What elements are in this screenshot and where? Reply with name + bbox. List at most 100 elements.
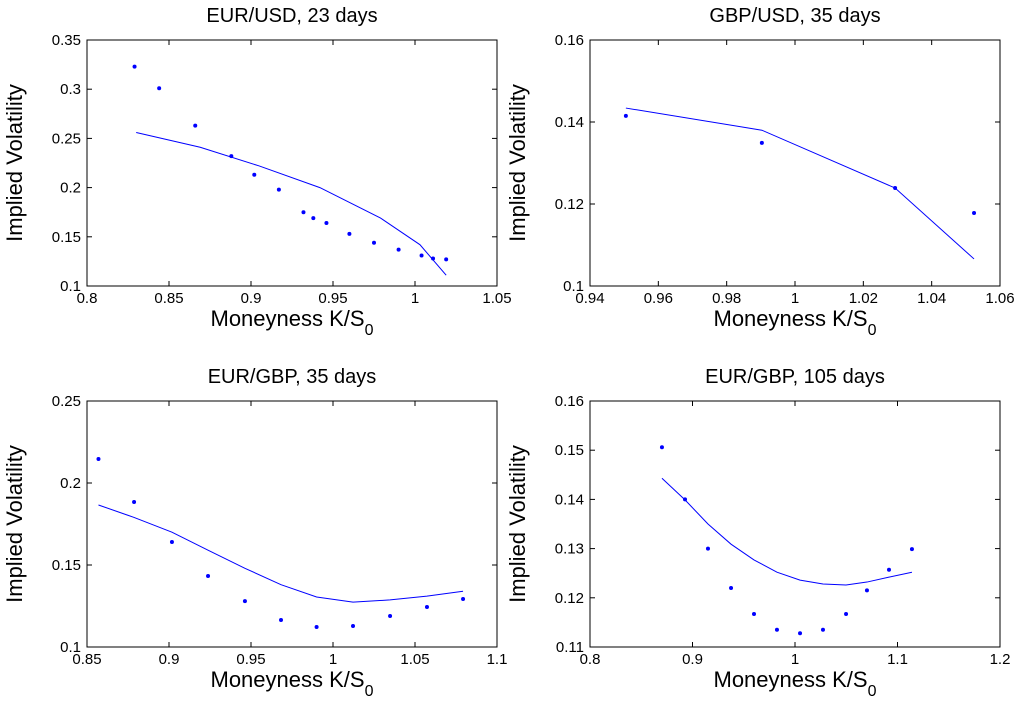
- data-point: [132, 64, 137, 69]
- model-line: [136, 132, 447, 276]
- x-axis-label: Moneyness K/S0: [714, 306, 877, 339]
- y-tick-label: 0.1: [60, 639, 81, 656]
- y-tick-label: 0.3: [60, 81, 81, 98]
- y-tick-label: 0.15: [52, 557, 81, 574]
- chart-title: EUR/GBP, 35 days: [208, 366, 377, 388]
- y-tick-label: 0.25: [52, 130, 81, 147]
- x-tick-label: 0.9: [241, 290, 262, 307]
- y-tick-label: 0.16: [555, 32, 584, 49]
- data-point: [705, 546, 710, 551]
- data-point: [96, 457, 101, 462]
- y-tick-label: 0.11: [556, 639, 584, 656]
- data-point: [396, 247, 401, 252]
- x-axis-label-text: Moneyness K/S: [211, 667, 365, 692]
- data-point: [351, 624, 356, 629]
- chart-title: EUR/GBP, 105 days: [705, 366, 885, 388]
- data-point: [419, 253, 424, 258]
- x-tick-label: 1.1: [887, 651, 908, 668]
- x-tick-label: 1: [411, 290, 419, 307]
- subplot: GBP/USD, 35 days 0.94 0.96 0.98 1 1.02 1.04 1.0…: [505, 5, 1015, 339]
- x-tick-label: 1.1: [487, 651, 508, 668]
- data-point: [372, 240, 376, 245]
- data-point: [169, 540, 174, 545]
- data-point: [157, 86, 162, 91]
- data-point: [314, 624, 319, 629]
- x-tick-label: 0.9: [159, 651, 180, 668]
- subplot: EUR/GBP, 105 days 0.8 0.9 1 1.1 1.2 0.11 0.12 0.…: [505, 366, 1010, 700]
- x-tick-label: 1.05: [400, 651, 429, 668]
- x-tick-label: 1.04: [917, 290, 946, 307]
- y-axis-label: Implied Volatility: [505, 84, 530, 242]
- x-tick-label: 0.8: [77, 290, 98, 307]
- x-tick-label: 0.85: [154, 290, 183, 307]
- data-point: [729, 585, 734, 590]
- y-tick-label: 0.13: [555, 541, 584, 558]
- y-tick-label: 0.16: [555, 393, 584, 410]
- x-tick-label: 1.2: [990, 651, 1011, 668]
- plot-area: [589, 39, 1001, 287]
- plot-area: [86, 39, 498, 287]
- data-point: [347, 231, 352, 236]
- x-tick-label: 1.06: [985, 290, 1014, 307]
- data-point: [461, 596, 466, 601]
- chart-title: GBP/USD, 35 days: [709, 5, 880, 27]
- x-axis-label-subscript: 0: [365, 322, 374, 339]
- data-point: [424, 604, 429, 609]
- x-tick-label: 1: [791, 290, 799, 307]
- y-tick-label: 0.2: [60, 475, 81, 492]
- data-point: [623, 113, 628, 118]
- x-tick-label: 0.95: [318, 290, 347, 307]
- y-tick-label: 0.1: [60, 278, 81, 295]
- plot-area: [86, 400, 498, 648]
- x-axis-label-text: Moneyness K/S: [211, 306, 365, 331]
- y-axis-label: Implied Volatility: [2, 84, 27, 242]
- model-line: [661, 477, 913, 586]
- data-point: [886, 567, 891, 572]
- data-point: [972, 211, 977, 216]
- data-point: [444, 257, 449, 262]
- data-point: [752, 612, 756, 617]
- data-point: [279, 617, 284, 622]
- x-tick-label: 0.96: [644, 290, 673, 307]
- model-line: [625, 107, 975, 260]
- data-point: [388, 614, 393, 619]
- y-tick-label: 0.35: [52, 32, 81, 49]
- x-axis-label-subscript: 0: [868, 322, 877, 339]
- subplot: EUR/GBP, 35 days 0.85 0.9 0.95 1 1.05 1.1 0.1 0.…: [2, 366, 507, 700]
- x-axis-label: Moneyness K/S0: [714, 667, 877, 700]
- x-axis-label: Moneyness K/S0: [211, 667, 374, 700]
- data-point: [132, 500, 137, 505]
- x-axis-label-subscript: 0: [365, 683, 374, 700]
- y-tick-label: 0.25: [52, 393, 81, 410]
- data-point: [820, 627, 825, 632]
- x-tick-label: 0.8: [580, 651, 601, 668]
- data-point: [864, 588, 869, 593]
- data-point: [324, 221, 329, 226]
- x-axis-label: Moneyness K/S0: [211, 306, 374, 339]
- data-point: [193, 123, 198, 128]
- data-point: [844, 612, 849, 617]
- data-point: [759, 140, 764, 145]
- data-point: [311, 216, 316, 221]
- x-tick-label: 0.85: [72, 651, 101, 668]
- x-tick-label: 1.02: [849, 290, 878, 307]
- y-tick-label: 0.1: [563, 278, 584, 295]
- data-point: [798, 631, 803, 636]
- x-tick-label: 1: [329, 651, 337, 668]
- y-tick-label: 0.12: [555, 590, 584, 607]
- data-point: [909, 547, 914, 552]
- x-tick-label: 1.05: [482, 290, 511, 307]
- plot-area: [589, 400, 1001, 648]
- x-tick-label: 0.98: [712, 290, 741, 307]
- chart-title: EUR/USD, 23 days: [206, 5, 377, 27]
- subplot: EUR/USD, 23 days 0.8 0.85 0.9 0.95 1 1.05 0.1 0.…: [2, 5, 512, 339]
- data-point: [206, 573, 211, 578]
- x-tick-label: 0.9: [682, 651, 703, 668]
- model-line: [98, 504, 464, 603]
- y-tick-label: 0.15: [52, 229, 81, 246]
- x-axis-label-text: Moneyness K/S: [714, 306, 868, 331]
- y-tick-label: 0.14: [555, 491, 584, 508]
- x-tick-label: 1: [791, 651, 799, 668]
- x-axis-label-text: Moneyness K/S: [714, 667, 868, 692]
